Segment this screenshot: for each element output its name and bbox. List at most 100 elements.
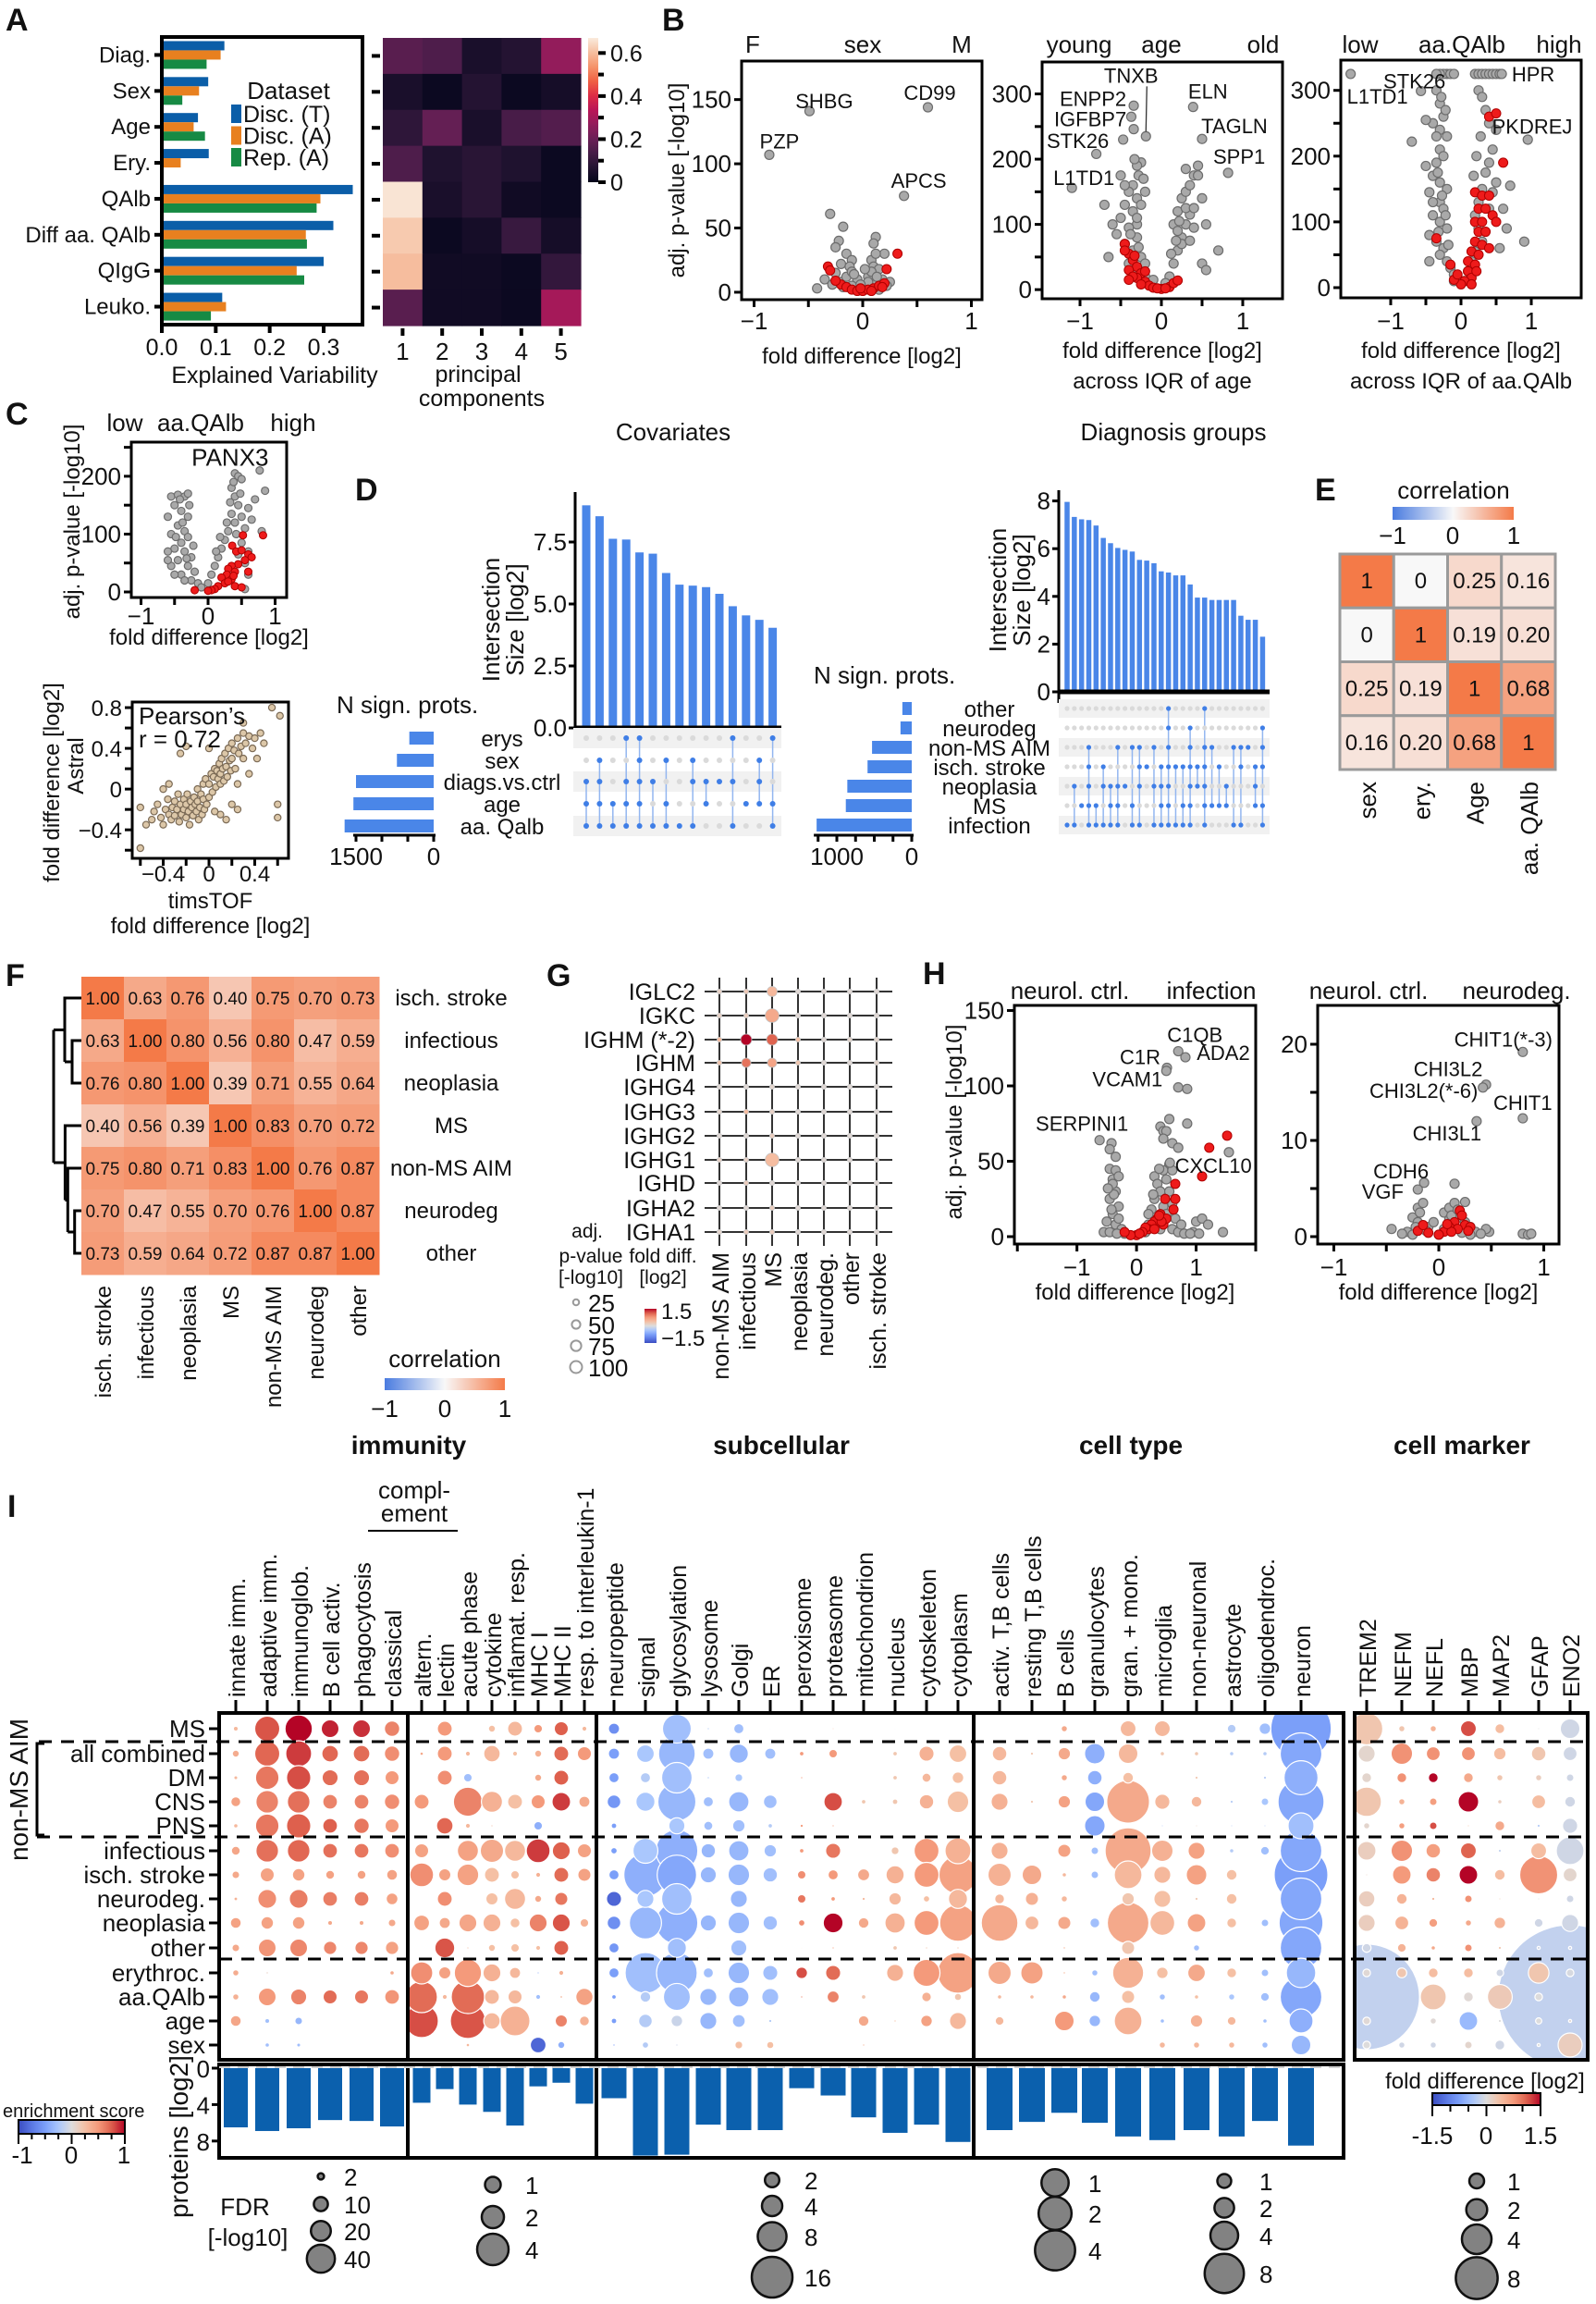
point-label: ELN [1188, 80, 1228, 104]
x-tick-label: 0 [1130, 1253, 1143, 1281]
panel-label-e: E [1315, 473, 1336, 508]
enrichment-dot [732, 1722, 745, 1735]
enrichment-dot [1565, 1773, 1575, 1782]
matrix-dot-filled [583, 779, 589, 784]
protein-count-bar [820, 2068, 846, 2096]
x-tick-label: 0.0 [146, 335, 178, 361]
data-point [251, 495, 260, 504]
fold-change-dot [874, 989, 880, 995]
matrix-dot-filled [1166, 764, 1172, 770]
fold-change-dot [717, 1180, 723, 1187]
enrichment-dot [286, 1813, 312, 1839]
fold-change-dot [717, 1157, 723, 1164]
enrichment-dot [353, 1793, 370, 1810]
enrichment-dot [581, 1725, 588, 1732]
enrichment-dot [1463, 1967, 1474, 1978]
enrichment-dot [1150, 1839, 1174, 1863]
enrichment-dot [1459, 1842, 1478, 1860]
labeled-data-point [1118, 134, 1129, 145]
intersection-size-bar [1231, 599, 1236, 692]
row-label: neurodeg [404, 1199, 497, 1224]
enrichment-dot [635, 1792, 656, 1812]
data-point [1148, 1189, 1159, 1200]
matrix-dot-filled [1259, 803, 1266, 808]
matrix-dot-filled [703, 779, 709, 784]
enrichment-dot [436, 1745, 453, 1762]
enrichment-dot [1561, 1914, 1579, 1932]
matrix-dot-empty [1172, 725, 1179, 731]
enrichment-dot [702, 1795, 715, 1808]
enrichment-dot [1567, 1945, 1573, 1951]
data-point [835, 258, 847, 269]
size-legend-circle [1216, 2173, 1233, 2189]
matrix-dot-filled [756, 779, 763, 784]
fold-change-dot [821, 1084, 828, 1090]
point-label: CD99 [903, 81, 955, 105]
enrichment-dot [1390, 1839, 1414, 1863]
heatmap-cell [461, 217, 502, 254]
data-point [830, 241, 841, 253]
y-tick-label: 100 [692, 150, 731, 178]
enrichment-dot [675, 2043, 679, 2047]
size-legend-label: 1 [1259, 2168, 1272, 2196]
enrichment-dot [257, 1938, 277, 1958]
y-tick-label: −0.4 [79, 819, 122, 844]
data-point-significant [1473, 249, 1484, 260]
heatmap-cell [422, 181, 463, 218]
bar-y-tick-label: 8 [197, 2128, 210, 2156]
enrichment-dot [321, 1768, 339, 1787]
colorbar-tick-label: 1 [1507, 522, 1520, 549]
colorbar-tick-label: 1 [498, 1395, 511, 1423]
cell-value: 0.64 [341, 1075, 375, 1094]
enrichment-dot [608, 1868, 620, 1881]
matrix-dot-filled [596, 801, 603, 807]
column-label: Age [1462, 782, 1490, 824]
enrichment-dot [483, 2012, 501, 2030]
matrix-dot-empty [1144, 822, 1149, 828]
matrix-dot-filled [1086, 764, 1092, 770]
column-label: B cell activ. [319, 1582, 345, 1697]
enrichment-dot [1259, 1845, 1271, 1856]
labeled-data-point [1517, 1113, 1528, 1124]
matrix-dot-empty [1093, 783, 1099, 789]
set-label: isch. stroke [933, 756, 1045, 781]
enrichment-dot [764, 1747, 777, 1760]
intersection-size-bar [595, 516, 604, 728]
cell-value: 1.00 [171, 1075, 205, 1094]
x-tick-label: 1 [1189, 1253, 1202, 1281]
intersection-size-bar [648, 553, 657, 728]
cell-value: 1 [1522, 731, 1534, 756]
enrichment-dot [1536, 2042, 1541, 2048]
enrichment-dot [1555, 1836, 1585, 1866]
intersection-size-bar [1202, 598, 1208, 692]
matrix-dot-filled [1202, 706, 1208, 711]
data-point-significant [1445, 259, 1456, 270]
data-point [256, 729, 264, 737]
data-point-significant [1197, 1171, 1208, 1182]
enrichment-dot [509, 1942, 521, 1953]
data-point [1119, 199, 1130, 211]
fold-change-dot [847, 1205, 853, 1212]
cell-value: 0.68 [1453, 731, 1496, 756]
enrichment-dot [1458, 2011, 1479, 2031]
enrichment-dot [728, 1986, 750, 2008]
matrix-dot-filled [1238, 764, 1244, 770]
correlation-cell [81, 977, 125, 1020]
cell-value: 0.39 [214, 1075, 248, 1094]
data-point [1113, 1213, 1124, 1225]
enrichment-dot [1194, 1994, 1199, 2000]
bar-disc-a [163, 265, 297, 276]
matrix-dot-empty [1223, 706, 1229, 711]
fold-change-dot [821, 1229, 828, 1236]
data-point [1160, 1174, 1172, 1185]
enrichment-dot [918, 1745, 935, 1762]
y-tick-label: 10 [1281, 1127, 1307, 1154]
enrichment-dot [639, 1990, 652, 2003]
enrichment-colorbar [18, 2120, 125, 2134]
enrichment-dot [456, 1863, 480, 1887]
matrix-dot-empty [1136, 803, 1142, 808]
point-label: CHIT1 [1493, 1091, 1553, 1115]
size-legend-label: 4 [804, 2193, 817, 2221]
